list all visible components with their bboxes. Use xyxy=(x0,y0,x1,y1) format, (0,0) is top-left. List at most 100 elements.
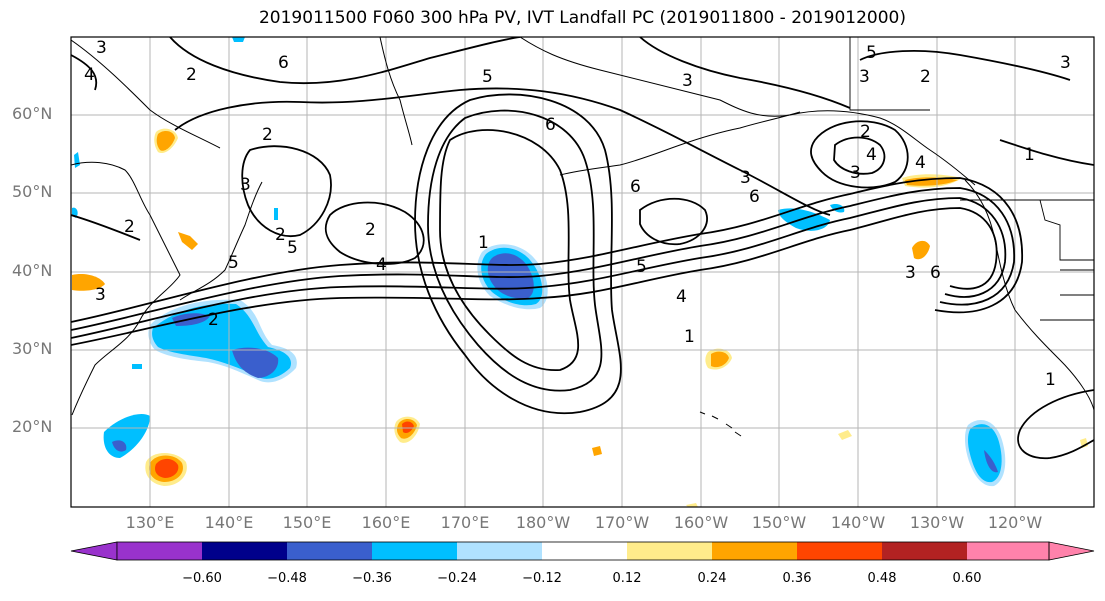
colorbar-tick-label: 0.48 xyxy=(867,571,897,586)
pv-contour xyxy=(71,177,1023,323)
colorbar-segment xyxy=(797,542,882,560)
pv-contour xyxy=(71,197,1007,339)
lon-label: 150°W xyxy=(751,513,807,532)
map-title: 2019011500 F060 300 hPa PV, IVT Landfall… xyxy=(258,8,906,28)
contour-label: 3 xyxy=(1060,53,1071,73)
contour-label: 5 xyxy=(866,43,877,63)
pv-contour xyxy=(999,139,1094,166)
colorbar-extend-high xyxy=(1048,541,1095,561)
colorbar-segment xyxy=(457,542,542,560)
contour-label: 3 xyxy=(95,285,106,305)
colorbar-tick-label: −0.24 xyxy=(437,571,477,586)
colorbar xyxy=(70,541,1095,561)
negative-anomaly-region xyxy=(778,208,830,231)
lon-label: 180°W xyxy=(515,513,571,532)
pv-contour xyxy=(1017,389,1094,460)
pv-contour xyxy=(414,93,622,415)
contour-label: 6 xyxy=(930,263,941,283)
positive-anomaly-region xyxy=(178,232,198,250)
lat-label: 40°N xyxy=(12,261,53,280)
colorbar-segment xyxy=(202,542,287,560)
contour-label: 4 xyxy=(866,145,877,165)
pv-contour xyxy=(174,87,831,216)
pv-contour xyxy=(833,136,886,175)
contour-label: 2 xyxy=(262,125,273,145)
pv-contour xyxy=(71,214,141,241)
positive-anomaly-region xyxy=(156,130,175,151)
lon-label: 130°W xyxy=(909,513,965,532)
pv-contour xyxy=(639,37,851,109)
negative-anomaly-region xyxy=(274,208,278,220)
colorbar-segment xyxy=(117,542,202,560)
colorbar-tick-label: −0.48 xyxy=(267,571,307,586)
lat-label: 30°N xyxy=(12,339,53,358)
colorbar-tick-label: −0.12 xyxy=(522,571,562,586)
alaska-coastline xyxy=(519,37,976,186)
contour-label: 3 xyxy=(859,67,870,87)
lat-label: 20°N xyxy=(12,417,53,436)
pv-contour xyxy=(71,187,1015,331)
positive-anomaly-region xyxy=(72,274,105,291)
contour-label: 6 xyxy=(630,177,641,197)
colorbar-tick-label: 0.24 xyxy=(697,571,727,586)
political-borders xyxy=(849,37,1094,321)
positive-anomaly-region xyxy=(912,240,930,260)
sea-of-okhotsk-coast xyxy=(71,39,221,149)
positive-anomaly-region xyxy=(592,446,602,456)
negative-anomaly-region xyxy=(232,37,245,42)
colorbar-segment xyxy=(967,542,1049,560)
colorbar-segment xyxy=(712,542,797,560)
pv-contour xyxy=(439,129,580,371)
negative-anomaly-region xyxy=(112,440,127,452)
colorbar-segment xyxy=(882,542,967,560)
pv-contour xyxy=(859,49,1071,81)
hawaii-islands xyxy=(699,411,742,437)
colorbar-segment xyxy=(287,542,372,560)
lon-label: 160°E xyxy=(361,513,411,532)
coastlines xyxy=(71,37,1094,437)
pv-contour xyxy=(427,109,603,392)
lat-label: 50°N xyxy=(12,182,53,201)
contour-label: 3 xyxy=(740,168,751,188)
kamchatka-coastline xyxy=(379,37,413,146)
colorbar-segment xyxy=(627,542,712,560)
pv-contour xyxy=(71,54,98,91)
contour-label: 1 xyxy=(478,233,489,253)
contour-label: 6 xyxy=(545,115,556,135)
colorbar-extend-low xyxy=(70,541,118,561)
contour-label: 1 xyxy=(1024,145,1035,165)
colorbar-segment xyxy=(372,542,457,560)
negative-anomaly-region xyxy=(232,347,279,378)
contour-label: 4 xyxy=(676,287,687,307)
aleutian-coastline xyxy=(559,111,801,176)
contour-labels: 3 4 6 5 3 2 5 3 2 2 6 5 2 2 4 6 1 5 4 1 … xyxy=(84,38,1071,390)
lon-label: 150°E xyxy=(282,513,332,532)
contour-label: 5 xyxy=(228,253,239,273)
contour-label: 4 xyxy=(84,65,95,85)
pv-contour xyxy=(169,37,521,85)
lon-label: 130°E xyxy=(125,513,175,532)
pv-contour xyxy=(639,197,708,246)
map-plot-area: 3 4 6 5 3 2 5 3 2 2 6 5 2 2 4 6 1 5 4 1 … xyxy=(71,37,1094,507)
contour-label: 1 xyxy=(1045,370,1056,390)
map-frame xyxy=(70,36,1095,508)
positive-anomaly-region xyxy=(905,177,958,186)
lon-label: 160°W xyxy=(673,513,729,532)
asia-coastline xyxy=(71,161,181,416)
negative-anomaly-region xyxy=(74,152,80,168)
pv-contour xyxy=(324,201,425,265)
contour-label: 3 xyxy=(240,175,251,195)
positive-anomaly-region xyxy=(838,430,852,440)
contour-label: 2 xyxy=(124,217,135,237)
contour-label: 1 xyxy=(684,327,695,347)
contour-label: 3 xyxy=(96,38,107,58)
contour-label: 4 xyxy=(915,153,926,173)
contour-label: 6 xyxy=(749,187,760,207)
colorbar-tick-label: 0.12 xyxy=(612,571,642,586)
negative-anomaly-region xyxy=(132,364,142,369)
positive-anomaly-region xyxy=(686,503,698,507)
colorbar-segment xyxy=(542,542,627,560)
pv-contours xyxy=(71,37,1094,460)
contour-label: 3 xyxy=(682,71,693,91)
